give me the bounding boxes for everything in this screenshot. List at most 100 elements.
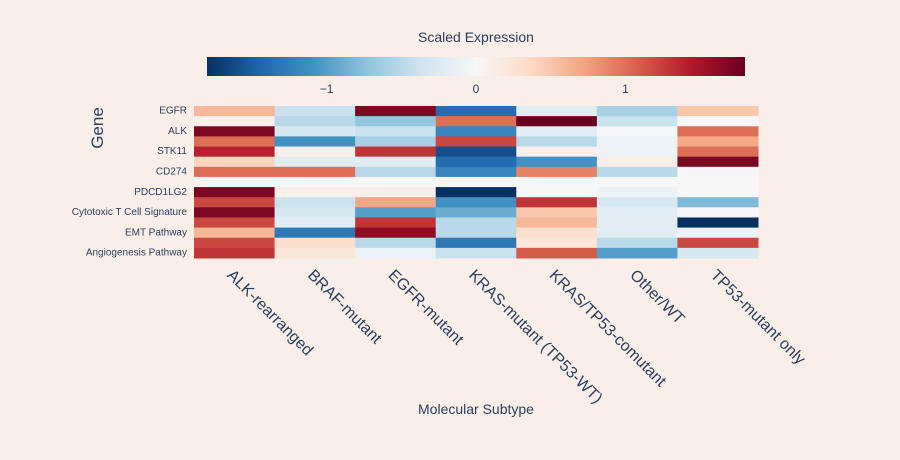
heatmap-cell (355, 237, 437, 249)
heatmap-cell (194, 247, 276, 259)
heatmap-cell (596, 247, 678, 259)
heatmap-cell (435, 136, 517, 148)
heatmap-cell (516, 126, 598, 137)
heatmap-cell (274, 146, 356, 158)
heatmap-cell (596, 156, 678, 168)
y-tick-labels: EGFR ALK STK11 CD274 PDCD1LG2 Cytotoxic T Cel… (72, 106, 188, 259)
colorbar-title: Scaled Expression (418, 29, 534, 45)
heatmap-cell (274, 207, 356, 218)
heatmap-cell (194, 197, 276, 208)
heatmap-cell (355, 227, 437, 239)
heatmap-cell (435, 166, 517, 178)
heatmap-cell (194, 156, 276, 168)
heatmap-cell (274, 187, 356, 198)
heatmap-cell (677, 237, 759, 249)
heatmap-cell (274, 237, 356, 249)
heatmap-cell (355, 146, 437, 158)
heatmap-cell (355, 176, 437, 188)
heatmap-cell (516, 207, 598, 218)
x-tick-label: BRAF-mutant (304, 267, 385, 348)
heatmap-cell (274, 176, 356, 188)
y-tick-label: STK11 (157, 146, 187, 157)
heatmap-cell (596, 197, 678, 208)
heatmap-cell (516, 136, 598, 148)
heatmap-cell (516, 217, 598, 229)
heatmap-cell (435, 176, 517, 188)
colorbar-tick-label: −1 (320, 82, 334, 96)
heatmap-cell (194, 126, 276, 137)
heatmap-cell (435, 227, 517, 239)
heatmap-cell (355, 156, 437, 168)
colorbar-scale (207, 57, 745, 76)
heatmap-cell (355, 217, 437, 229)
heatmap-cell (516, 237, 598, 249)
x-tick-label: EGFR-mutant (385, 267, 467, 349)
heatmap-cell (435, 187, 517, 198)
heatmap-cell (274, 116, 356, 127)
heatmap-cell (355, 116, 437, 127)
heatmap-cell (355, 166, 437, 178)
heatmap-cell (355, 187, 437, 198)
heatmap-cell (677, 247, 759, 259)
x-axis-title: Molecular Subtype (418, 401, 534, 417)
heatmap-cell (596, 176, 678, 188)
heatmap-cell (596, 146, 678, 158)
heatmap-cell (516, 106, 598, 117)
heatmap-cell (274, 217, 356, 229)
heatmap-cell (435, 116, 517, 127)
heatmap-cell (596, 106, 678, 117)
y-tick-label: CD274 (156, 167, 188, 178)
heatmap-cell (677, 146, 759, 158)
y-tick-label: EGFR (159, 106, 187, 117)
x-tick-label: Other/WT (626, 267, 687, 328)
heatmap-cell (516, 116, 598, 127)
heatmap-cell (355, 126, 437, 137)
heatmap-cell (596, 207, 678, 218)
heatmap-cell (194, 217, 276, 229)
heatmap-cell (596, 237, 678, 249)
heatmap-cell (435, 126, 517, 137)
colorbar-tick-label: 1 (622, 82, 629, 96)
colorbar-tick-labels: −1 0 1 (320, 82, 629, 96)
heatmap-cell (677, 176, 759, 188)
heatmap-cell (194, 116, 276, 127)
heatmap-cell (194, 227, 276, 239)
heatmap-cell (435, 217, 517, 229)
heatmap-cell (355, 197, 437, 208)
heatmap-cell (194, 187, 276, 198)
heatmap-cell (677, 136, 759, 148)
heatmap-cell (516, 166, 598, 178)
heatmap-cell (355, 136, 437, 148)
heatmap-cell (355, 247, 437, 259)
x-tick-label: KRAS-mutant (TP53-WT) (465, 267, 605, 407)
heatmap-cell (516, 227, 598, 239)
heatmap-cell (274, 247, 356, 259)
heatmap-cell (194, 207, 276, 218)
heatmap-cell (596, 187, 678, 198)
colorbar-tick-label: 0 (473, 82, 480, 96)
x-tick-label: ALK-rearranged (223, 267, 316, 360)
heatmap-cell (596, 166, 678, 178)
heatmap-cell (274, 156, 356, 168)
heatmap-cell (677, 207, 759, 218)
heatmap-cell (435, 156, 517, 168)
y-tick-label: Cytotoxic T Cell Signature (72, 207, 188, 218)
heatmap-cell (194, 106, 276, 117)
heatmap-cells (194, 106, 759, 259)
heatmap-cell (435, 237, 517, 249)
heatmap-cell (677, 156, 759, 168)
heatmap-cell (435, 146, 517, 158)
heatmap-cell (194, 237, 276, 249)
heatmap-cell (274, 197, 356, 208)
y-tick-label: Angiogenesis Pathway (86, 248, 187, 259)
heatmap-cell (677, 187, 759, 198)
heatmap-cell (355, 207, 437, 218)
heatmap-cell (677, 227, 759, 239)
colorbar: Scaled Expression −1 0 1 (207, 29, 745, 96)
heatmap-cell (596, 116, 678, 127)
heatmap-cell (516, 156, 598, 168)
heatmap-cell (435, 247, 517, 259)
heatmap-cell (677, 197, 759, 208)
heatmap-cell (596, 136, 678, 148)
